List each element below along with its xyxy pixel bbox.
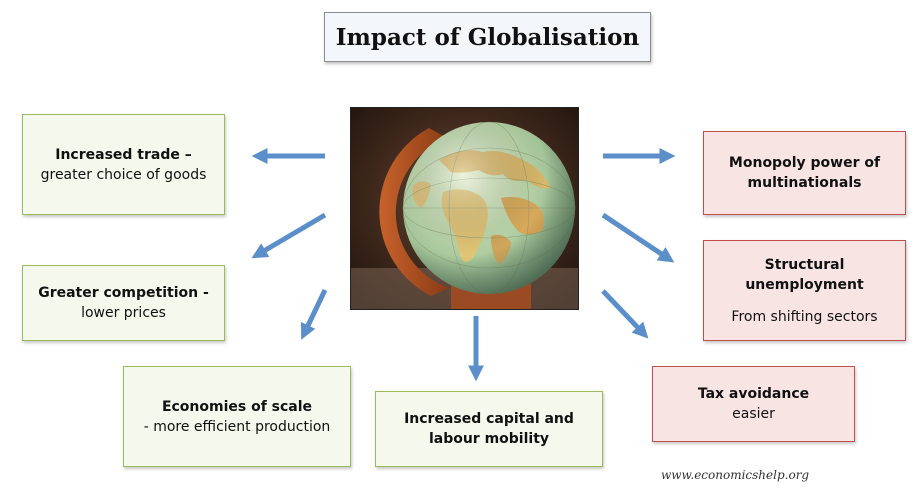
globe-image — [350, 107, 579, 310]
tax-heading: Tax avoidance — [697, 386, 810, 402]
box-structural-unemployment: Structural unemployment From shifting se… — [703, 240, 906, 341]
box-greater-competition: Greater competition - lower prices — [22, 265, 225, 341]
scale-heading: Economies of scale — [161, 398, 313, 415]
scale-subtext: - more efficient production — [143, 418, 331, 435]
structural-line-1: Structural — [764, 256, 845, 273]
tax-subtext: easier — [732, 406, 775, 422]
mobility-line-2: labour mobility — [428, 431, 550, 447]
trade-subtext: greater choice of goods — [40, 166, 207, 183]
structural-line-2: unemployment — [745, 276, 864, 293]
title-box: Impact of Globalisation — [324, 12, 651, 62]
trade-heading: Increased trade – — [55, 146, 192, 163]
mobility-line-1: Increased capital and — [404, 411, 574, 427]
competition-heading: Greater competition - — [38, 285, 209, 301]
box-tax-avoidance: Tax avoidance easier — [652, 366, 855, 442]
arrow-to-competition — [251, 212, 327, 259]
monopoly-line-1: Monopoly power of — [728, 155, 881, 171]
competition-subtext: lower prices — [81, 305, 166, 321]
box-capital-labour-mobility: Increased capital and labour mobility — [375, 391, 603, 467]
monopoly-line-2: multinationals — [747, 175, 862, 191]
arrow-to-structural — [601, 212, 675, 263]
structural-subtext: From shifting sectors — [731, 308, 878, 325]
diagram-title: Impact of Globalisation — [335, 23, 640, 51]
box-increased-trade: Increased trade – greater choice of good… — [22, 114, 225, 215]
arrow-to-tax — [601, 289, 649, 339]
arrow-to-scale — [300, 288, 328, 340]
source-credit: www.economicshelp.org — [661, 468, 810, 482]
box-economies-of-scale: Economies of scale - more efficient prod… — [123, 366, 351, 467]
box-monopoly-power: Monopoly power of multinationals — [703, 131, 906, 215]
